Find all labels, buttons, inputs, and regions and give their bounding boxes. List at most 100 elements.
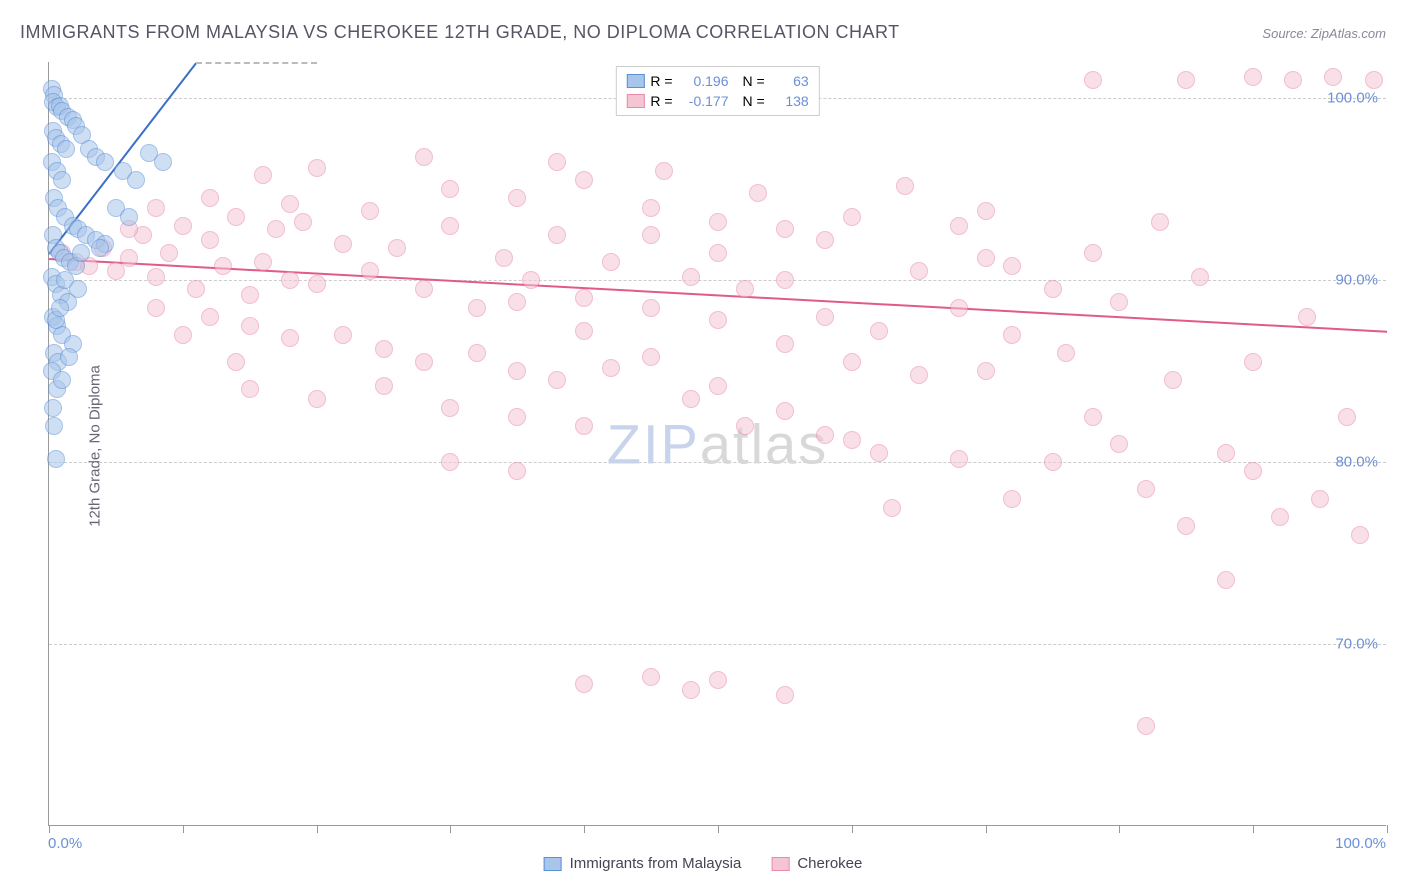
- scatter-point: [1164, 371, 1182, 389]
- scatter-point: [642, 299, 660, 317]
- scatter-point: [1217, 571, 1235, 589]
- scatter-point: [1298, 308, 1316, 326]
- scatter-point: [642, 199, 660, 217]
- n-value-1: 138: [771, 93, 809, 109]
- scatter-point: [950, 299, 968, 317]
- watermark-atlas: atlas: [700, 412, 828, 475]
- x-tick: [718, 825, 719, 833]
- n-label-0: N =: [743, 73, 765, 89]
- scatter-point: [508, 408, 526, 426]
- scatter-point: [267, 220, 285, 238]
- scatter-point: [1177, 517, 1195, 535]
- scatter-point: [1084, 71, 1102, 89]
- scatter-point: [1311, 490, 1329, 508]
- scatter-point: [415, 280, 433, 298]
- scatter-point: [375, 377, 393, 395]
- plot-area: ZIPatlas R = 0.196 N = 63 R = -0.177 N =…: [48, 62, 1386, 826]
- scatter-point: [776, 335, 794, 353]
- scatter-point: [1244, 353, 1262, 371]
- legend-bottom-label-0: Immigrants from Malaysia: [570, 855, 742, 872]
- scatter-point: [1003, 326, 1021, 344]
- scatter-point: [642, 348, 660, 366]
- scatter-point: [950, 217, 968, 235]
- scatter-point: [441, 217, 459, 235]
- scatter-point: [910, 366, 928, 384]
- gridline-h: [49, 462, 1386, 463]
- scatter-point: [468, 299, 486, 317]
- y-tick-label: 90.0%: [1335, 272, 1378, 289]
- scatter-point: [160, 244, 178, 262]
- x-tick: [183, 825, 184, 833]
- scatter-point: [1151, 213, 1169, 231]
- scatter-point: [843, 431, 861, 449]
- scatter-point: [1324, 68, 1342, 86]
- scatter-point: [1217, 444, 1235, 462]
- scatter-point: [227, 353, 245, 371]
- source-value: ZipAtlas.com: [1311, 26, 1386, 41]
- scatter-point: [655, 162, 673, 180]
- legend-stats-row-0: R = 0.196 N = 63: [626, 71, 808, 91]
- scatter-point: [883, 499, 901, 517]
- scatter-point: [174, 326, 192, 344]
- scatter-point: [548, 226, 566, 244]
- scatter-point: [120, 208, 138, 226]
- scatter-point: [1003, 490, 1021, 508]
- scatter-point: [1084, 408, 1102, 426]
- legend-swatch-1: [626, 94, 644, 108]
- chart-title: IMMIGRANTS FROM MALAYSIA VS CHEROKEE 12T…: [20, 22, 900, 43]
- scatter-point: [334, 235, 352, 253]
- legend-stats-row-1: R = -0.177 N = 138: [626, 91, 808, 111]
- trend-line: [196, 62, 316, 64]
- scatter-point: [977, 362, 995, 380]
- x-tick: [1253, 825, 1254, 833]
- scatter-point: [602, 253, 620, 271]
- scatter-point: [57, 140, 75, 158]
- scatter-point: [508, 189, 526, 207]
- scatter-point: [1003, 257, 1021, 275]
- scatter-point: [254, 253, 272, 271]
- scatter-point: [45, 417, 63, 435]
- source-attribution: Source: ZipAtlas.com: [1262, 26, 1386, 41]
- scatter-point: [147, 199, 165, 217]
- scatter-point: [1137, 717, 1155, 735]
- scatter-point: [187, 280, 205, 298]
- chart-container: IMMIGRANTS FROM MALAYSIA VS CHEROKEE 12T…: [0, 0, 1406, 892]
- scatter-point: [977, 202, 995, 220]
- scatter-point: [441, 180, 459, 198]
- scatter-point: [69, 280, 87, 298]
- n-value-0: 63: [771, 73, 809, 89]
- scatter-point: [281, 271, 299, 289]
- scatter-point: [870, 444, 888, 462]
- scatter-point: [508, 462, 526, 480]
- scatter-point: [415, 148, 433, 166]
- scatter-point: [281, 195, 299, 213]
- scatter-point: [816, 308, 834, 326]
- scatter-point: [1244, 68, 1262, 86]
- scatter-point: [776, 402, 794, 420]
- scatter-point: [548, 153, 566, 171]
- r-label-1: R =: [650, 93, 672, 109]
- scatter-point: [950, 450, 968, 468]
- scatter-point: [1177, 71, 1195, 89]
- legend-bottom: Immigrants from Malaysia Cherokee: [544, 855, 863, 872]
- scatter-point: [154, 153, 172, 171]
- source-label: Source:: [1262, 26, 1307, 41]
- scatter-point: [388, 239, 406, 257]
- scatter-point: [749, 184, 767, 202]
- scatter-point: [709, 311, 727, 329]
- scatter-point: [1271, 508, 1289, 526]
- scatter-point: [575, 171, 593, 189]
- scatter-point: [1244, 462, 1262, 480]
- scatter-point: [816, 231, 834, 249]
- y-tick-label: 70.0%: [1335, 636, 1378, 653]
- scatter-point: [227, 208, 245, 226]
- x-tick: [317, 825, 318, 833]
- scatter-point: [254, 166, 272, 184]
- scatter-point: [1351, 526, 1369, 544]
- x-tick: [852, 825, 853, 833]
- scatter-point: [60, 348, 78, 366]
- scatter-point: [441, 399, 459, 417]
- n-label-1: N =: [743, 93, 765, 109]
- scatter-point: [642, 668, 660, 686]
- legend-bottom-label-1: Cherokee: [797, 855, 862, 872]
